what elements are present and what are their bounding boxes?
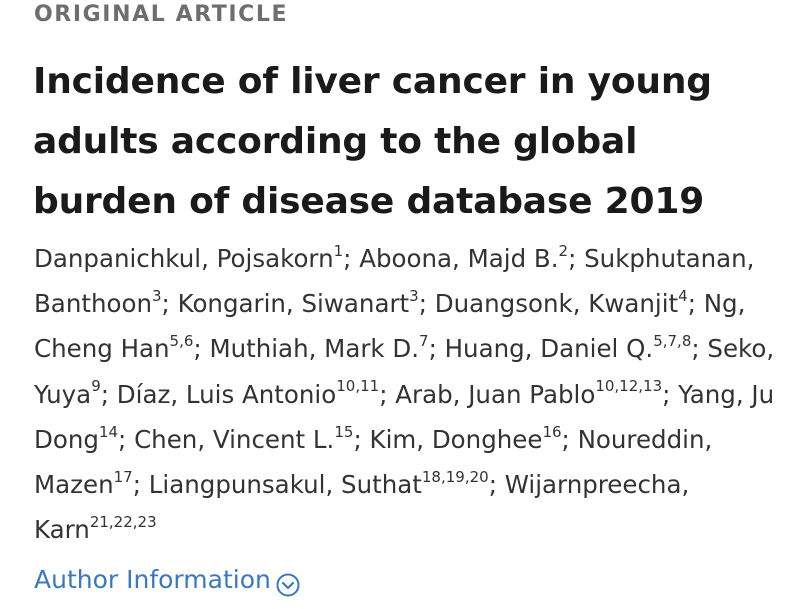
author-separator: ;: [662, 379, 679, 409]
author[interactable]: Danpanichkul, Pojsakorn1: [34, 241, 344, 273]
author-name[interactable]: Danpanichkul, Pojsakorn: [34, 244, 334, 273]
author-affiliation: 17: [113, 467, 133, 486]
author-affiliation: 5,6: [169, 332, 194, 351]
author-separator: ;: [428, 334, 445, 364]
author-separator: ;: [161, 289, 178, 319]
author-separator: ;: [687, 289, 704, 319]
author-separator: ;: [691, 334, 708, 364]
author[interactable]: Díaz, Luis Antonio10,11: [116, 377, 380, 409]
author[interactable]: Aboona, Majd B.2: [359, 241, 569, 273]
author-information-label[interactable]: Author Information: [34, 565, 271, 594]
author[interactable]: Muthiah, Mark D.7: [209, 332, 429, 364]
author-name[interactable]: Ng, Cheng Han: [34, 289, 746, 364]
author-list: Danpanichkul, Pojsakorn1; Aboona, Majd B…: [34, 236, 779, 552]
author-name[interactable]: Kim, Donghee: [369, 424, 543, 454]
author-affiliation: 9: [91, 377, 101, 396]
author-name[interactable]: Huang, Daniel Q.: [444, 334, 654, 364]
author-affiliation: 15: [334, 422, 354, 441]
author-name[interactable]: Noureddin, Mazen: [34, 424, 713, 500]
author-name[interactable]: Liangpunsakul, Suthat: [148, 470, 422, 500]
author-affiliation: 7: [419, 332, 429, 351]
author[interactable]: Noureddin, Mazen17: [34, 425, 712, 499]
author-affiliation: 3: [409, 287, 419, 306]
author-information-toggle[interactable]: Author Information: [34, 560, 300, 600]
author-affiliation: 5,7,8: [653, 332, 692, 351]
author-name[interactable]: Seko, Yuya: [34, 334, 775, 409]
author-name[interactable]: Duangsonk, Kwanjit: [434, 289, 679, 319]
author-affiliation: 21,22,23: [89, 513, 157, 532]
author[interactable]: Arab, Juan Pablo10,12,13: [395, 377, 663, 409]
author-separator: ;: [568, 244, 585, 273]
author-separator: ;: [379, 379, 396, 409]
author-affiliation: 10,11: [336, 377, 380, 396]
author-separator: ;: [561, 424, 578, 454]
author[interactable]: Chen, Vincent L.15: [134, 422, 354, 454]
author-affiliation: 3: [152, 287, 162, 306]
author[interactable]: Huang, Daniel Q.5,7,8: [444, 332, 692, 364]
author[interactable]: Kim, Donghee16: [369, 422, 562, 454]
author-name[interactable]: Kongarin, Siwanart: [177, 289, 410, 319]
author-affiliation: 18,19,20: [421, 467, 489, 486]
author[interactable]: Sukphutanan, Banthoon3: [34, 244, 754, 318]
chevron-down-circle-icon[interactable]: [276, 569, 300, 597]
author-name[interactable]: Wijarnpreecha, Karn: [34, 470, 690, 545]
author-affiliation: 14: [98, 422, 119, 441]
author-affiliation: 16: [542, 422, 562, 441]
author-separator: ;: [100, 379, 117, 409]
author-separator: ;: [343, 244, 360, 273]
author-separator: ;: [353, 424, 370, 454]
author-affiliation: 2: [558, 241, 569, 260]
author[interactable]: Ng, Cheng Han5,6: [34, 289, 745, 363]
author-name[interactable]: Arab, Juan Pablo: [395, 379, 596, 409]
author-affiliation: 4: [678, 287, 688, 306]
author[interactable]: Wijarnpreecha, Karn21,22,23: [34, 470, 689, 544]
author-name[interactable]: Muthiah, Mark D.: [209, 334, 420, 364]
article-title: Incidence of liver cancer in young adult…: [33, 61, 712, 222]
author-separator: ;: [488, 470, 505, 500]
author-affiliation: 1: [333, 241, 344, 260]
author-name[interactable]: Díaz, Luis Antonio: [116, 379, 337, 409]
author-separator: ;: [418, 289, 435, 319]
author[interactable]: Yang, Ju Dong14: [34, 380, 774, 454]
author[interactable]: Seko, Yuya9: [34, 334, 774, 408]
author-separator: ;: [193, 334, 210, 364]
author[interactable]: Liangpunsakul, Suthat18,19,20: [148, 467, 489, 500]
author-name[interactable]: Yang, Ju Dong: [34, 379, 775, 454]
author[interactable]: Kongarin, Siwanart3: [177, 287, 419, 319]
article-type-label: ORIGINAL ARTICLE: [34, 2, 289, 27]
author-separator: ;: [132, 470, 149, 500]
author-separator: ;: [118, 424, 135, 454]
author-affiliation: 10,12,13: [595, 377, 663, 396]
author-name[interactable]: Sukphutanan, Banthoon: [34, 244, 755, 319]
author[interactable]: Duangsonk, Kwanjit4: [434, 287, 688, 319]
author-name[interactable]: Chen, Vincent L.: [134, 424, 335, 454]
author-name[interactable]: Aboona, Majd B.: [359, 244, 559, 273]
